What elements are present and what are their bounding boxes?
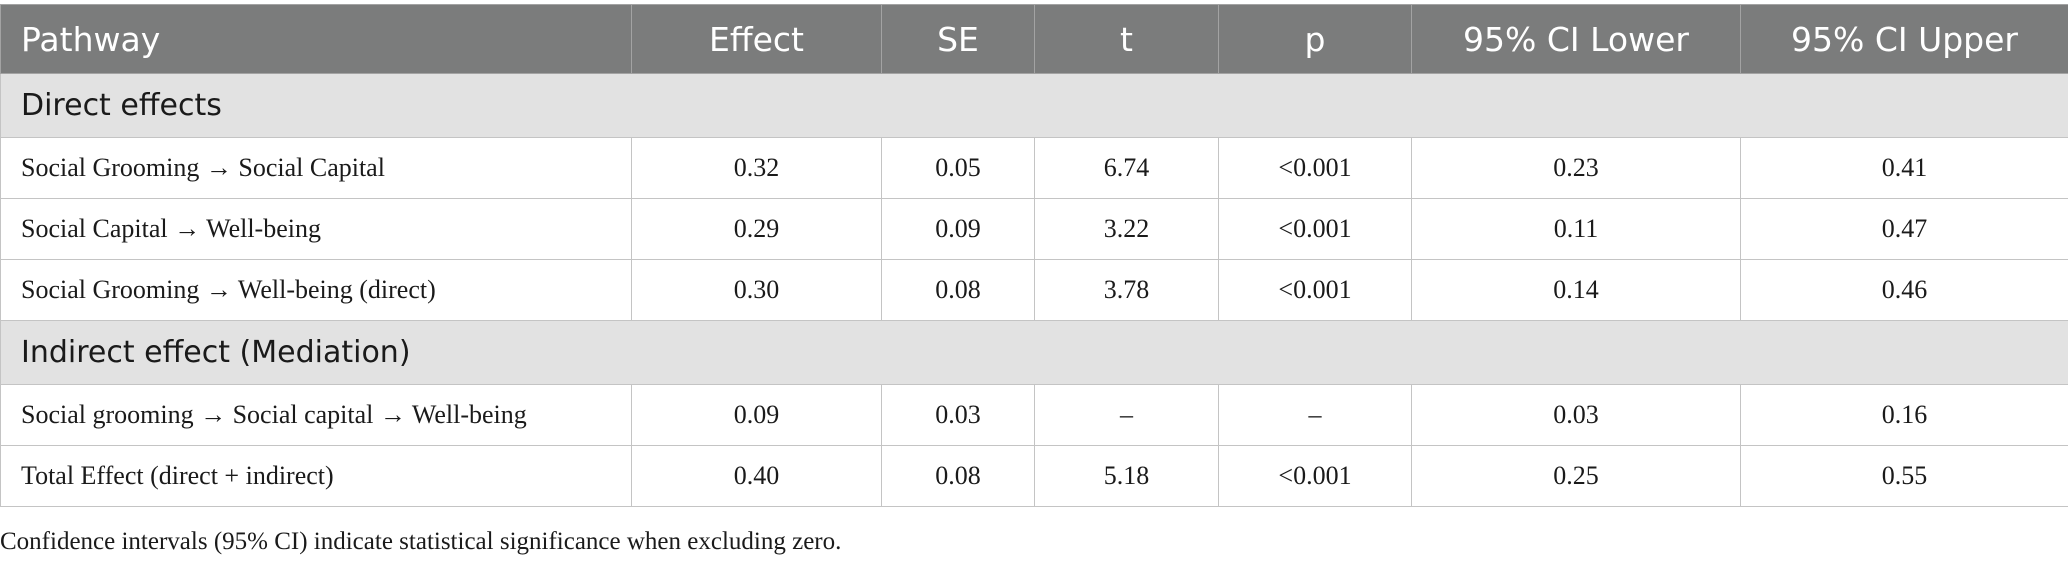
se-cell: 0.09 [881, 198, 1035, 260]
section-row-indirect-effect: Indirect effect (Mediation) [0, 320, 2068, 385]
table-row: Total Effect (direct + indirect) 0.40 0.… [0, 445, 2068, 507]
se-cell: 0.05 [881, 137, 1035, 199]
ci-upper-cell: 0.47 [1740, 198, 2068, 260]
pathway-cell: Social Capital → Well-being [0, 198, 632, 260]
table-row: Social Grooming → Social Capital 0.32 0.… [0, 137, 2068, 199]
ci-lower-cell: 0.11 [1411, 198, 1741, 260]
se-cell: 0.03 [881, 384, 1035, 446]
section-title: Direct effects [0, 73, 2068, 138]
p-cell: <0.001 [1218, 445, 1412, 507]
mediation-results-table-container: Pathway Effect SE t p 95% CI Lower 95% C… [0, 4, 2068, 507]
t-cell: 3.22 [1034, 198, 1219, 260]
header-ci-lower: 95% CI Lower [1411, 4, 1741, 74]
header-p: p [1218, 4, 1412, 74]
pathway-cell: Social Grooming → Well-being (direct) [0, 259, 632, 321]
table-row: Social Grooming → Well-being (direct) 0.… [0, 259, 2068, 321]
se-cell: 0.08 [881, 259, 1035, 321]
table-header-row: Pathway Effect SE t p 95% CI Lower 95% C… [0, 4, 2068, 74]
table-row: Social Capital → Well-being 0.29 0.09 3.… [0, 198, 2068, 260]
t-cell: – [1034, 384, 1219, 446]
t-cell: 6.74 [1034, 137, 1219, 199]
p-cell: <0.001 [1218, 137, 1412, 199]
ci-upper-cell: 0.41 [1740, 137, 2068, 199]
p-cell: – [1218, 384, 1412, 446]
ci-upper-cell: 0.46 [1740, 259, 2068, 321]
t-cell: 3.78 [1034, 259, 1219, 321]
header-effect: Effect [631, 4, 882, 74]
p-cell: <0.001 [1218, 198, 1412, 260]
table-footnote: Confidence intervals (95% CI) indicate s… [0, 528, 842, 555]
effect-cell: 0.32 [631, 137, 882, 199]
section-row-direct-effects: Direct effects [0, 73, 2068, 138]
header-t: t [1034, 4, 1219, 74]
ci-lower-cell: 0.03 [1411, 384, 1741, 446]
ci-lower-cell: 0.25 [1411, 445, 1741, 507]
t-cell: 5.18 [1034, 445, 1219, 507]
ci-upper-cell: 0.16 [1740, 384, 2068, 446]
header-pathway: Pathway [0, 4, 632, 74]
header-se: SE [881, 4, 1035, 74]
p-cell: <0.001 [1218, 259, 1412, 321]
pathway-cell: Social grooming → Social capital → Well-… [0, 384, 632, 446]
effect-cell: 0.40 [631, 445, 882, 507]
ci-upper-cell: 0.55 [1740, 445, 2068, 507]
mediation-results-table: Pathway Effect SE t p 95% CI Lower 95% C… [0, 4, 2068, 507]
header-ci-upper: 95% CI Upper [1740, 4, 2068, 74]
effect-cell: 0.09 [631, 384, 882, 446]
table-row: Social grooming → Social capital → Well-… [0, 384, 2068, 446]
se-cell: 0.08 [881, 445, 1035, 507]
ci-lower-cell: 0.14 [1411, 259, 1741, 321]
section-title: Indirect effect (Mediation) [0, 320, 2068, 385]
effect-cell: 0.29 [631, 198, 882, 260]
ci-lower-cell: 0.23 [1411, 137, 1741, 199]
pathway-cell: Total Effect (direct + indirect) [0, 445, 632, 507]
effect-cell: 0.30 [631, 259, 882, 321]
pathway-cell: Social Grooming → Social Capital [0, 137, 632, 199]
